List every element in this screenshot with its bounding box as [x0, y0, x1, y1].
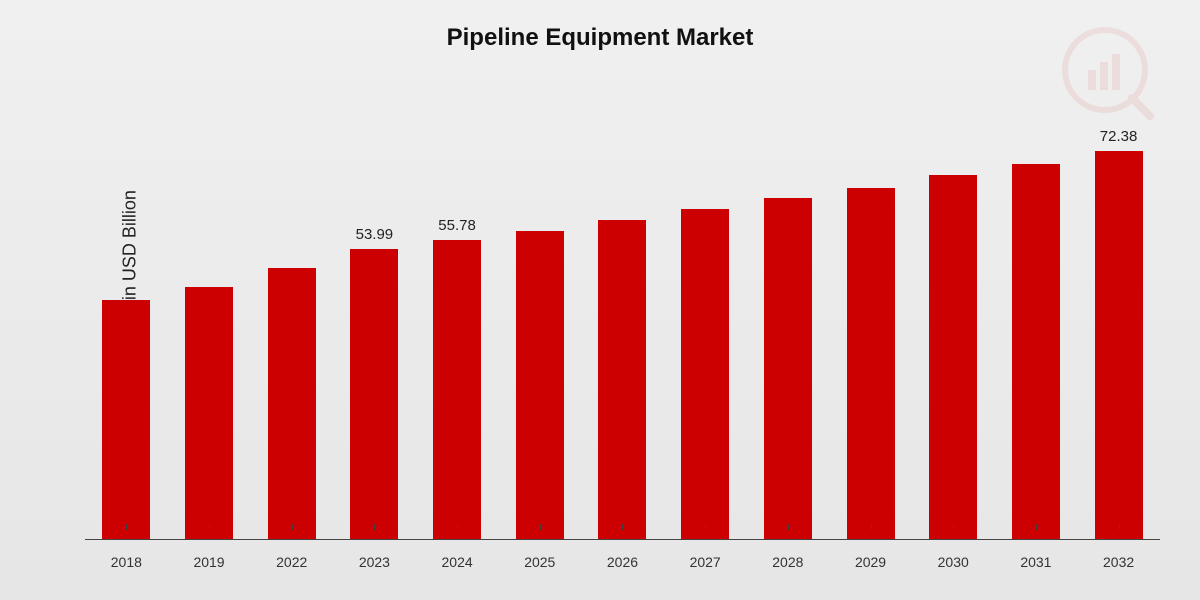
bar — [764, 198, 812, 539]
bar — [185, 287, 233, 539]
x-tick-label: 2030 — [915, 554, 992, 570]
bar-group: 72.38 — [1080, 110, 1157, 539]
chart-title: Pipeline Equipment Market — [447, 24, 754, 52]
x-tick-label: 2024 — [418, 554, 495, 570]
bars-container: 53.99 55.78 72.38 — [85, 110, 1160, 540]
x-tick-label: 2019 — [170, 554, 247, 570]
bar-group — [666, 110, 743, 539]
bar — [433, 240, 481, 539]
bar-group — [253, 110, 330, 539]
bar-value-label: 55.78 — [438, 217, 476, 234]
x-tick-label: 2028 — [749, 554, 826, 570]
bar-group: 53.99 — [336, 110, 413, 539]
bar — [929, 175, 977, 539]
x-tick-label: 2023 — [336, 554, 413, 570]
bar — [350, 249, 398, 539]
bar-group — [501, 110, 578, 539]
bar — [102, 300, 150, 539]
bar — [268, 268, 316, 539]
bar — [1095, 151, 1143, 539]
x-tick-label: 2031 — [997, 554, 1074, 570]
bar — [598, 220, 646, 539]
bar-group — [88, 110, 165, 539]
x-tick-label: 2026 — [584, 554, 661, 570]
x-tick-label: 2025 — [501, 554, 578, 570]
bar-value-label: 53.99 — [356, 226, 394, 243]
plot-area: 53.99 55.78 72.38 — [85, 110, 1160, 540]
x-tick-label: 2027 — [666, 554, 743, 570]
x-axis: 2018 2019 2022 2023 2024 2025 2026 2027 2028 2029… — [85, 554, 1160, 570]
bar-group — [915, 110, 992, 539]
bar-group — [997, 110, 1074, 539]
x-tick-label: 2018 — [88, 554, 165, 570]
bar-group — [749, 110, 826, 539]
x-tick-label: 2022 — [253, 554, 330, 570]
x-tick-label: 2032 — [1080, 554, 1157, 570]
bar — [1012, 164, 1060, 539]
bar — [516, 231, 564, 539]
bar-group — [832, 110, 909, 539]
bar — [847, 188, 895, 539]
bar-group — [584, 110, 661, 539]
bar-group: 55.78 — [418, 110, 495, 539]
bar — [681, 209, 729, 539]
x-tick-label: 2029 — [832, 554, 909, 570]
bar-group — [170, 110, 247, 539]
bar-value-label: 72.38 — [1100, 128, 1138, 145]
